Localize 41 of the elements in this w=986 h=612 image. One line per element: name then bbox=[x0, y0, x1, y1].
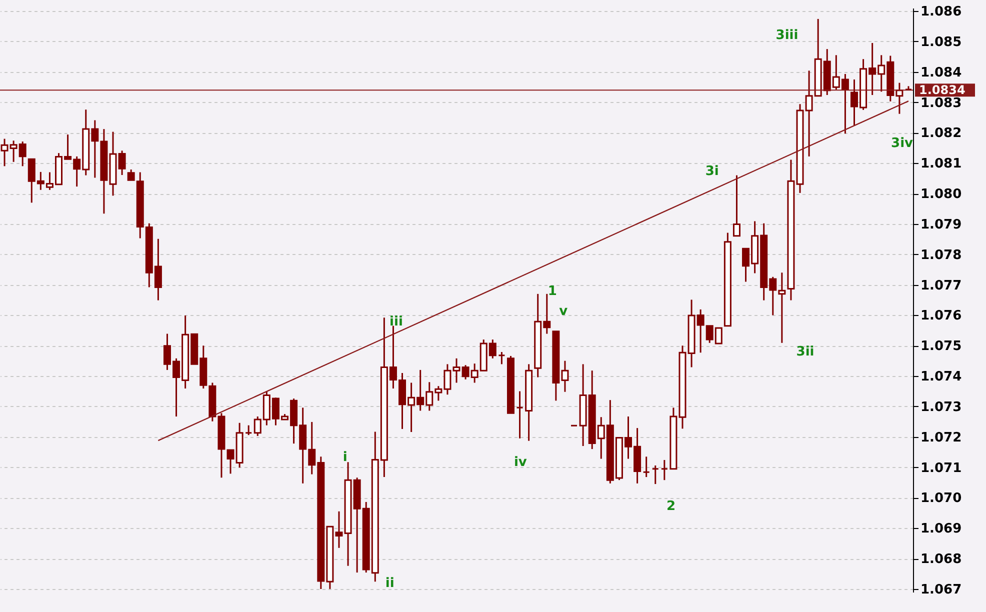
y-tick-label: 1.070 bbox=[920, 491, 962, 506]
annotation: iv bbox=[514, 454, 528, 470]
annotation: iii bbox=[390, 314, 403, 330]
y-tick-label: 1.080 bbox=[920, 187, 962, 202]
annotation: 3iv bbox=[891, 136, 914, 151]
y-tick-label: 1.067 bbox=[920, 582, 962, 598]
y-tick-label: 1.071 bbox=[920, 460, 962, 476]
y-tick-label: 1.081 bbox=[920, 156, 962, 172]
candlestick bbox=[660, 459, 668, 481]
y-tick-label: 1.085 bbox=[920, 34, 962, 50]
y-tick-label: 1.072 bbox=[920, 430, 962, 446]
candlestick bbox=[118, 150, 126, 176]
y-tick-label: 1.086 bbox=[920, 4, 962, 20]
y-tick-label: 1.077 bbox=[920, 278, 962, 294]
candlestick bbox=[642, 456, 650, 478]
y-tick-label: 1.068 bbox=[920, 552, 962, 568]
annotation: 3ii bbox=[796, 344, 814, 360]
candlestick bbox=[904, 85, 912, 90]
y-tick-label: 1.074 bbox=[920, 370, 962, 385]
annotation: i bbox=[342, 450, 348, 466]
annotation: 3iii bbox=[776, 28, 798, 43]
annotation: ii bbox=[385, 576, 394, 592]
y-tick-label: 1.073 bbox=[920, 400, 962, 415]
y-tick-label: 1.082 bbox=[920, 126, 962, 142]
y-tick-label: 1.084 bbox=[920, 65, 962, 80]
y-tick-label: 1.069 bbox=[920, 522, 962, 537]
candlestick bbox=[498, 351, 506, 365]
annotation: v bbox=[559, 304, 568, 320]
candlestick bbox=[516, 390, 524, 440]
ref-line-label: 1.0834 bbox=[919, 83, 966, 98]
annotation: 3i bbox=[705, 164, 719, 179]
candlestick bbox=[244, 424, 252, 436]
candlestick bbox=[732, 174, 740, 237]
y-tick-label: 1.078 bbox=[920, 248, 962, 263]
y-tick-label: 1.083 bbox=[920, 96, 962, 111]
y-tick-label: 1.076 bbox=[920, 308, 962, 324]
annotation: 1 bbox=[548, 284, 557, 300]
y-tick-label: 1.079 bbox=[920, 217, 962, 232]
annotation: 2 bbox=[666, 499, 676, 514]
candlestick bbox=[652, 464, 660, 485]
y-tick-label: 1.075 bbox=[920, 339, 962, 354]
